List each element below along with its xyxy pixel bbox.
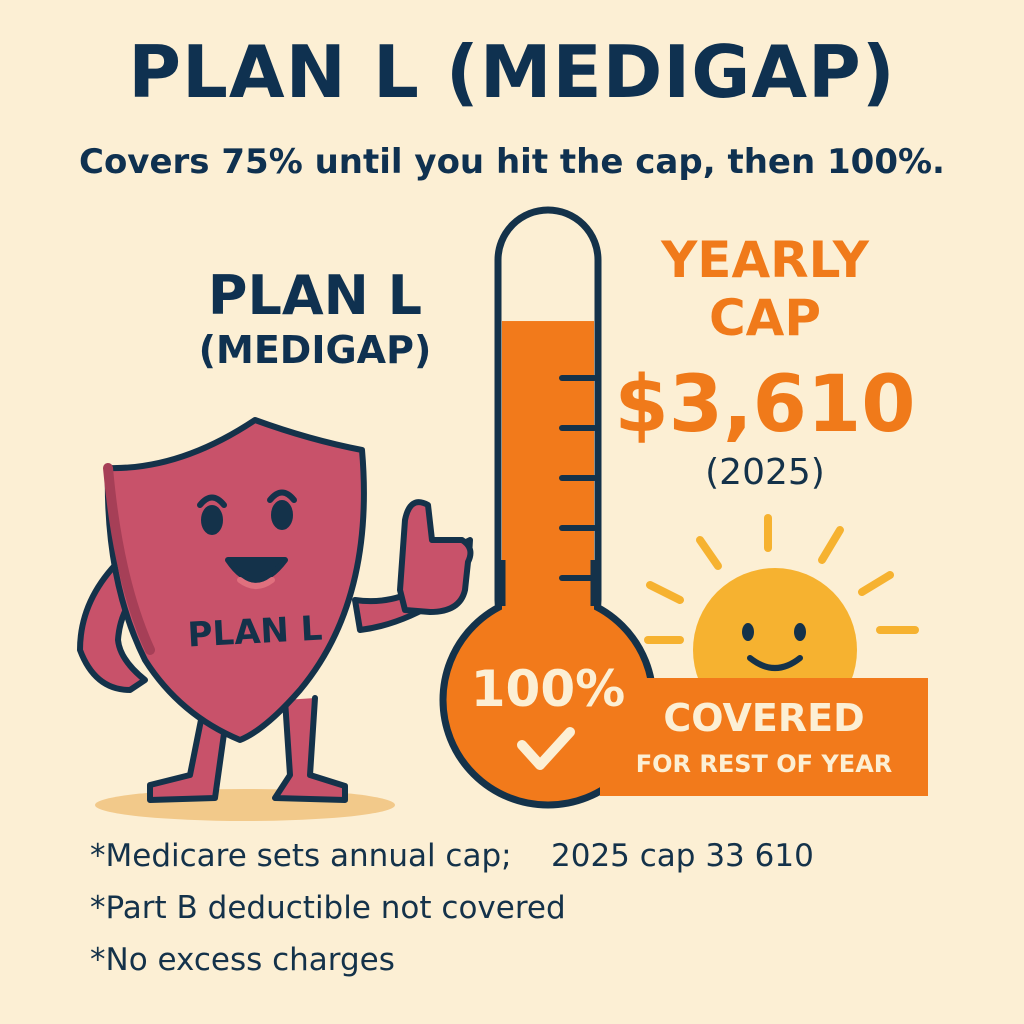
page-subtitle: Covers 75% until you hit the cap, then 1… xyxy=(79,142,945,182)
coverage-banner xyxy=(600,678,928,796)
thermometer-ticks xyxy=(559,375,597,581)
shield-character-icon xyxy=(77,417,474,803)
thermometer-bulb-label: 100% xyxy=(470,660,626,718)
footnote-item: *Part B deductible not covered xyxy=(90,890,566,926)
plan-heading-line1: PLAN L xyxy=(207,264,423,327)
cap-title-line1: YEARLY xyxy=(661,231,869,289)
coverage-banner-sub: FOR REST OF YEAR xyxy=(635,750,893,778)
footnotes: *Medicare sets annual cap; 2025 cap 33 6… xyxy=(90,838,814,994)
cap-amount: $3,610 xyxy=(614,360,916,450)
page-title: PLAN L (MEDIGAP) xyxy=(128,30,896,114)
coverage-banner-main: COVERED xyxy=(663,696,865,740)
cap-title: YEARLY CAP xyxy=(600,231,930,347)
footnote-item: *No excess charges xyxy=(90,942,395,978)
cap-year: (2025) xyxy=(705,452,825,493)
plan-heading-line2: (MEDIGAP) xyxy=(198,327,432,372)
plan-heading: PLAN L (MEDIGAP) xyxy=(140,267,490,372)
footnote-item: *Medicare sets annual cap; 2025 cap 33 6… xyxy=(90,838,814,874)
mascot-shadow xyxy=(95,789,395,821)
checkmark-icon xyxy=(517,727,575,770)
cap-title-line2: CAP xyxy=(708,288,822,347)
